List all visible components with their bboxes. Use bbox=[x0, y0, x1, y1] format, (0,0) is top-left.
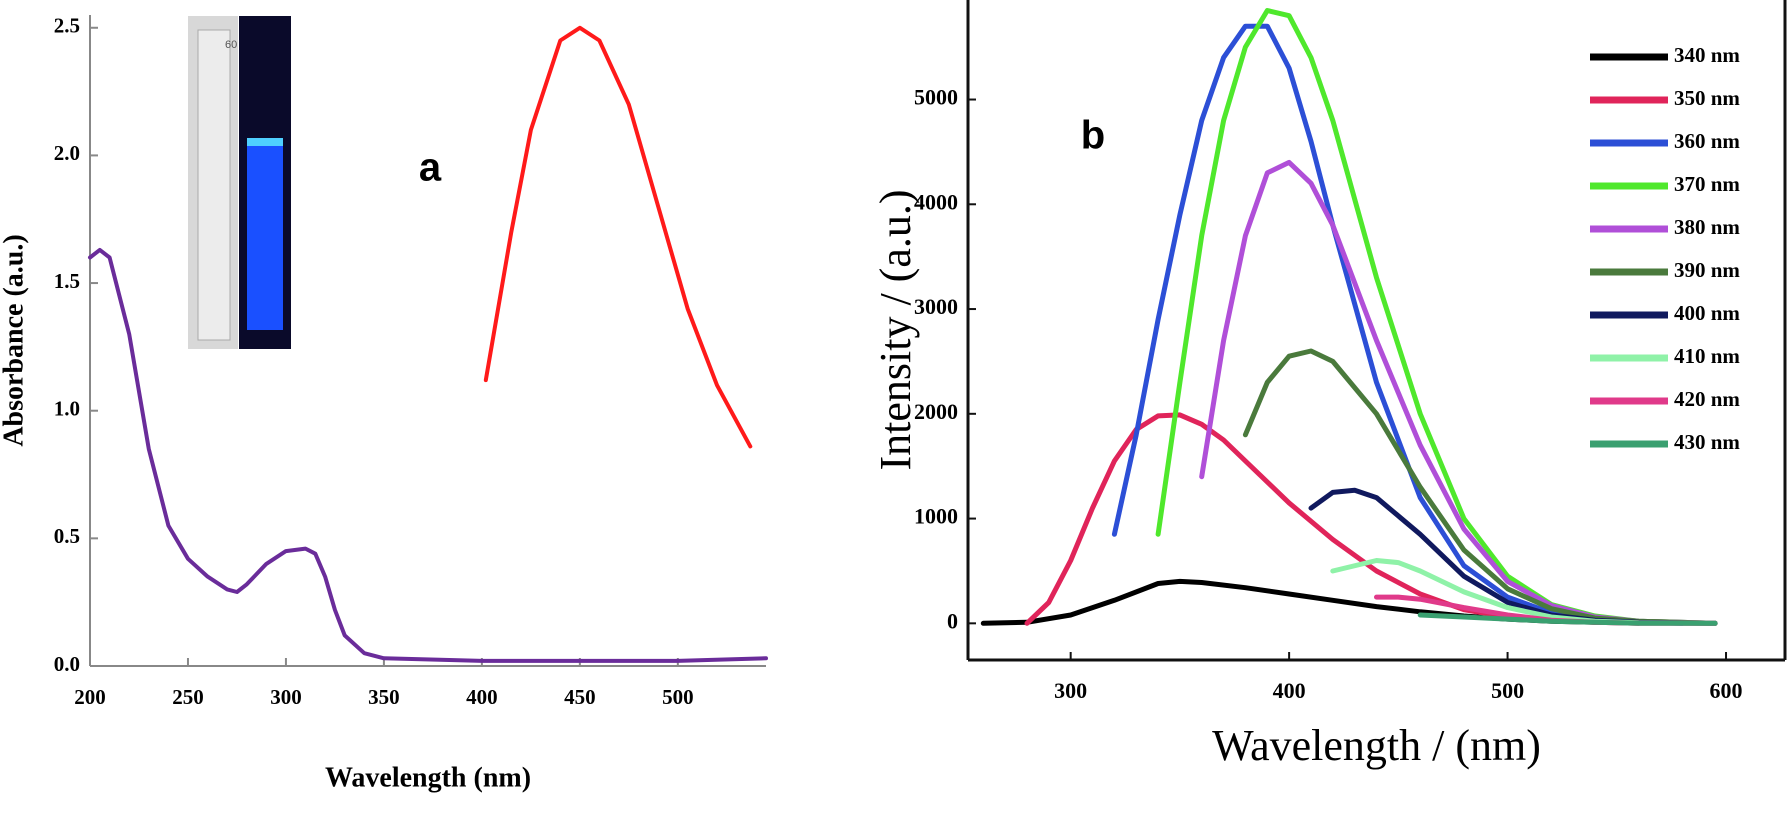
y-axis-title: Absorbance (a.u.) bbox=[0, 234, 29, 446]
legend-label: 390 nm bbox=[1674, 258, 1740, 282]
x-tick-label: 600 bbox=[1710, 678, 1743, 703]
y-tick-label: 2.5 bbox=[54, 14, 80, 38]
x-tick-label: 450 bbox=[564, 685, 596, 709]
x-tick-label: 200 bbox=[74, 685, 106, 709]
x-tick-label: 500 bbox=[1491, 678, 1524, 703]
line bbox=[88, 247, 768, 663]
y-tick-label: 2000 bbox=[914, 399, 958, 424]
x-tick-label: 300 bbox=[1054, 678, 1087, 703]
x-tick-label: 400 bbox=[466, 685, 498, 709]
legend-label: 350 nm bbox=[1674, 86, 1740, 110]
line bbox=[483, 25, 753, 449]
x-tick-label: 500 bbox=[662, 685, 694, 709]
x-tick-label: 350 bbox=[368, 685, 400, 709]
cuvette-glass bbox=[197, 29, 231, 341]
y-tick-label: 0.5 bbox=[54, 524, 80, 548]
y-tick-label: 0 bbox=[947, 608, 958, 633]
y-axis-title: Intensity / (a.u.) bbox=[871, 189, 920, 470]
legend-label: 400 nm bbox=[1674, 301, 1740, 325]
legend-label: 430 nm bbox=[1674, 430, 1740, 454]
y-tick-label: 2.0 bbox=[54, 141, 80, 165]
legend-label: 380 nm bbox=[1674, 215, 1740, 239]
panel-label: b bbox=[1081, 114, 1105, 158]
x-tick-label: 300 bbox=[270, 685, 302, 709]
y-tick-label: 3000 bbox=[914, 294, 958, 319]
inset-text: 60 bbox=[225, 39, 237, 51]
x-tick-label: 250 bbox=[172, 685, 204, 709]
line bbox=[1111, 23, 1685, 626]
x-axis-title: Wavelength (nm) bbox=[325, 762, 531, 793]
y-tick-label: 1000 bbox=[914, 504, 958, 529]
line bbox=[1242, 348, 1718, 626]
x-tick-label: 400 bbox=[1273, 678, 1306, 703]
panel-label: a bbox=[419, 146, 442, 190]
y-tick-label: 1.5 bbox=[54, 269, 80, 293]
inset-photo: 60 bbox=[188, 16, 291, 349]
chart: 0.0 0.5 1.0 1.5 2.0 2.5 200 250 300 350 400 450 500 W… bbox=[0, 14, 768, 793]
y-tick-label: 1.0 bbox=[54, 397, 80, 421]
x-axis-title: Wavelength / (nm) bbox=[1212, 721, 1541, 770]
line bbox=[1308, 487, 1718, 626]
y-tick-label: 0.0 bbox=[54, 652, 80, 676]
legend-label: 360 nm bbox=[1674, 129, 1740, 153]
y-tick-label: 4000 bbox=[914, 189, 958, 214]
cuvette-glow bbox=[247, 145, 283, 330]
line bbox=[1417, 612, 1718, 626]
legend-label: 370 nm bbox=[1674, 172, 1740, 196]
y-tick-label: 5000 bbox=[914, 85, 958, 110]
legend-label: 420 nm bbox=[1674, 387, 1740, 411]
cuvette-meniscus bbox=[247, 138, 283, 146]
chart: 0 1000 2000 3000 4000 5000 300 400 500 600 Wavelen… bbox=[871, 0, 1787, 770]
legend-label: 340 nm bbox=[1674, 43, 1740, 67]
legend-label: 410 nm bbox=[1674, 344, 1740, 368]
